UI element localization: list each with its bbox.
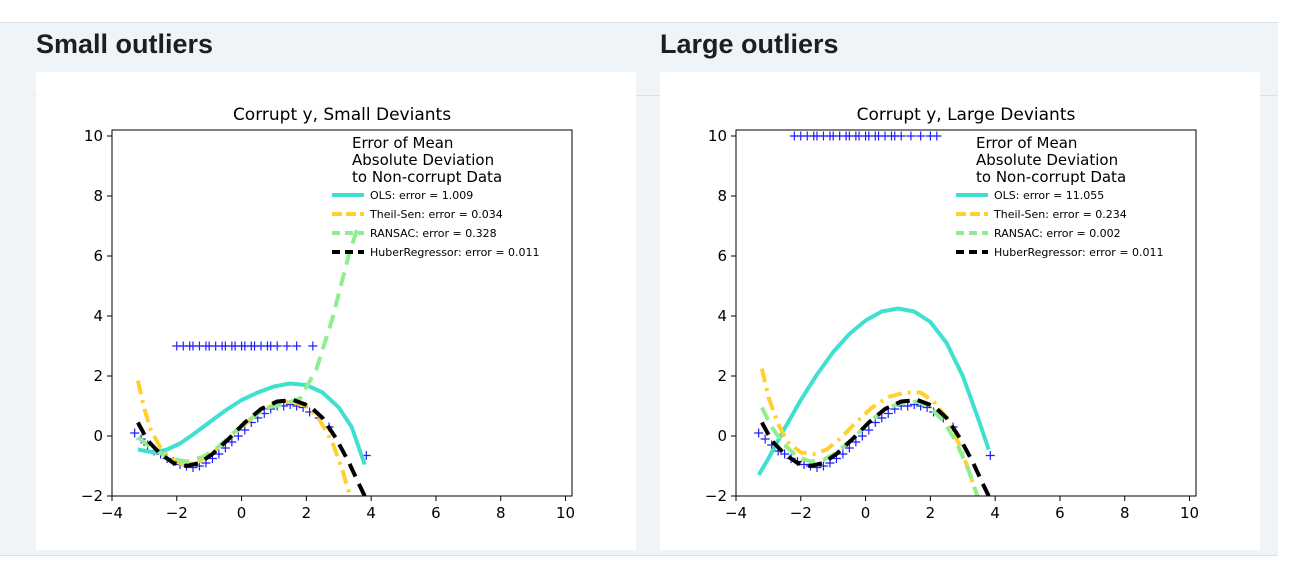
data-point xyxy=(818,461,828,471)
y-tick-label: 4 xyxy=(717,307,727,325)
x-tick-label: 8 xyxy=(1120,504,1130,522)
x-tick-label: 2 xyxy=(926,504,936,522)
chart-panel-large: Corrupt y, Large Deviants −4 −2 0 2 4 6 8 10 −2 0 2… xyxy=(660,72,1260,550)
legend-entry-theil_sen: Theil-Sen: error = 0.234 xyxy=(993,208,1127,221)
x-tick-label: −4 xyxy=(725,504,747,522)
legend-entry-ransac: RANSAC: error = 0.002 xyxy=(994,227,1121,240)
series-line-ransac xyxy=(760,399,980,496)
data-point xyxy=(227,437,237,447)
data-point xyxy=(233,431,243,441)
x-tick-label: −4 xyxy=(101,504,123,522)
x-tick-label: −2 xyxy=(166,504,188,522)
legend-title-line: Error of Mean xyxy=(976,134,1077,152)
y-tick-label: 8 xyxy=(717,187,727,205)
x-tick-label: 0 xyxy=(861,504,871,522)
legend-entry-huber: HuberRegressor: error = 0.011 xyxy=(994,246,1164,259)
legend-title-line: Absolute Deviation xyxy=(352,151,494,169)
data-point xyxy=(272,341,282,351)
legend-entry-theil_sen: Theil-Sen: error = 0.034 xyxy=(369,208,503,221)
y-tick-label: 10 xyxy=(84,127,103,145)
x-tick-label: 10 xyxy=(556,504,575,522)
y-tick-label: 2 xyxy=(717,367,727,385)
data-point xyxy=(883,409,893,418)
x-tick-label: 2 xyxy=(302,504,312,522)
panel-heading-small: Small outliers xyxy=(36,29,214,59)
series-line-theil_sen xyxy=(759,368,980,496)
x-tick-label: 8 xyxy=(496,504,506,522)
legend-entry-ols: OLS: error = 1.009 xyxy=(370,189,473,202)
chart-title: Corrupt y, Small Deviants xyxy=(233,105,451,125)
x-tick-label: 6 xyxy=(431,504,441,522)
data-point xyxy=(130,428,140,438)
chart-small-deviants: Corrupt y, Small Deviants−4 −2 0 2 4 6 8 10−202… xyxy=(81,105,575,522)
series-line-huber xyxy=(760,398,991,496)
legend-title-line: Absolute Deviation xyxy=(976,151,1118,169)
data-point xyxy=(857,431,867,441)
data-point xyxy=(760,434,770,444)
plot-frame xyxy=(735,129,1197,497)
x-tick-label: 4 xyxy=(990,504,1000,522)
legend-title-line: to Non-corrupt Data xyxy=(352,168,502,186)
x-tick-label: 4 xyxy=(366,504,376,522)
data-point xyxy=(906,131,916,141)
data-point xyxy=(916,131,926,141)
x-tick-label: 0 xyxy=(237,504,247,522)
y-tick-label: 4 xyxy=(93,307,103,325)
series-line-huber xyxy=(136,398,367,496)
y-tick-label: 2 xyxy=(93,367,103,385)
y-tick-label: 6 xyxy=(717,247,727,265)
data-point xyxy=(282,341,292,351)
series-line-ols xyxy=(137,381,367,466)
data-point xyxy=(985,451,995,460)
heading-divider xyxy=(34,95,1278,96)
fit-lines xyxy=(756,306,991,496)
data-point xyxy=(864,425,874,435)
data-point xyxy=(932,131,942,141)
y-tick-label: 6 xyxy=(93,247,103,265)
series-line-theil_sen xyxy=(135,380,353,496)
y-tick-label: −2 xyxy=(705,487,727,505)
y-tick-label: 8 xyxy=(93,187,103,205)
panel-heading-large: Large outliers xyxy=(660,29,839,59)
data-point xyxy=(214,449,224,459)
data-point xyxy=(754,428,764,438)
chart-large-deviants: Corrupt y, Large Deviants−4 −2 0 2 4 6 8 10−202… xyxy=(705,105,1199,522)
chart-panel-small: Corrupt y, Small Deviants −4 −2 0 2 4 6 8 10 −2 0 2… xyxy=(36,72,636,550)
data-point xyxy=(896,131,906,141)
fit-lines xyxy=(135,225,367,496)
data-point xyxy=(851,437,861,447)
data-point xyxy=(240,425,250,435)
legend-entry-ransac: RANSAC: error = 0.328 xyxy=(370,227,497,240)
data-point xyxy=(780,449,790,459)
data-point xyxy=(903,401,913,411)
y-tick-label: 10 xyxy=(708,127,727,145)
legend-title-line: Error of Mean xyxy=(352,134,453,152)
legend-title-line: to Non-corrupt Data xyxy=(976,168,1126,186)
chart-title: Corrupt y, Large Deviants xyxy=(857,105,1076,125)
legend-entry-huber: HuberRegressor: error = 0.011 xyxy=(370,246,540,259)
plot-frame xyxy=(111,129,573,497)
data-point xyxy=(844,443,854,453)
y-tick-label: 0 xyxy=(93,427,103,445)
data-point xyxy=(799,460,809,469)
y-tick-label: 0 xyxy=(717,427,727,445)
data-point xyxy=(838,449,848,459)
data-point xyxy=(220,443,230,453)
data-point xyxy=(292,341,302,351)
series-line-ransac xyxy=(136,225,361,464)
y-tick-label: −2 xyxy=(81,487,103,505)
series-line-ols xyxy=(756,306,991,477)
x-tick-label: 6 xyxy=(1055,504,1065,522)
x-tick-label: 10 xyxy=(1180,504,1199,522)
x-tick-label: −2 xyxy=(790,504,812,522)
data-point xyxy=(308,341,318,351)
data-point xyxy=(877,413,887,423)
scatter-points xyxy=(754,131,995,472)
legend-entry-ols: OLS: error = 11.055 xyxy=(994,189,1104,202)
